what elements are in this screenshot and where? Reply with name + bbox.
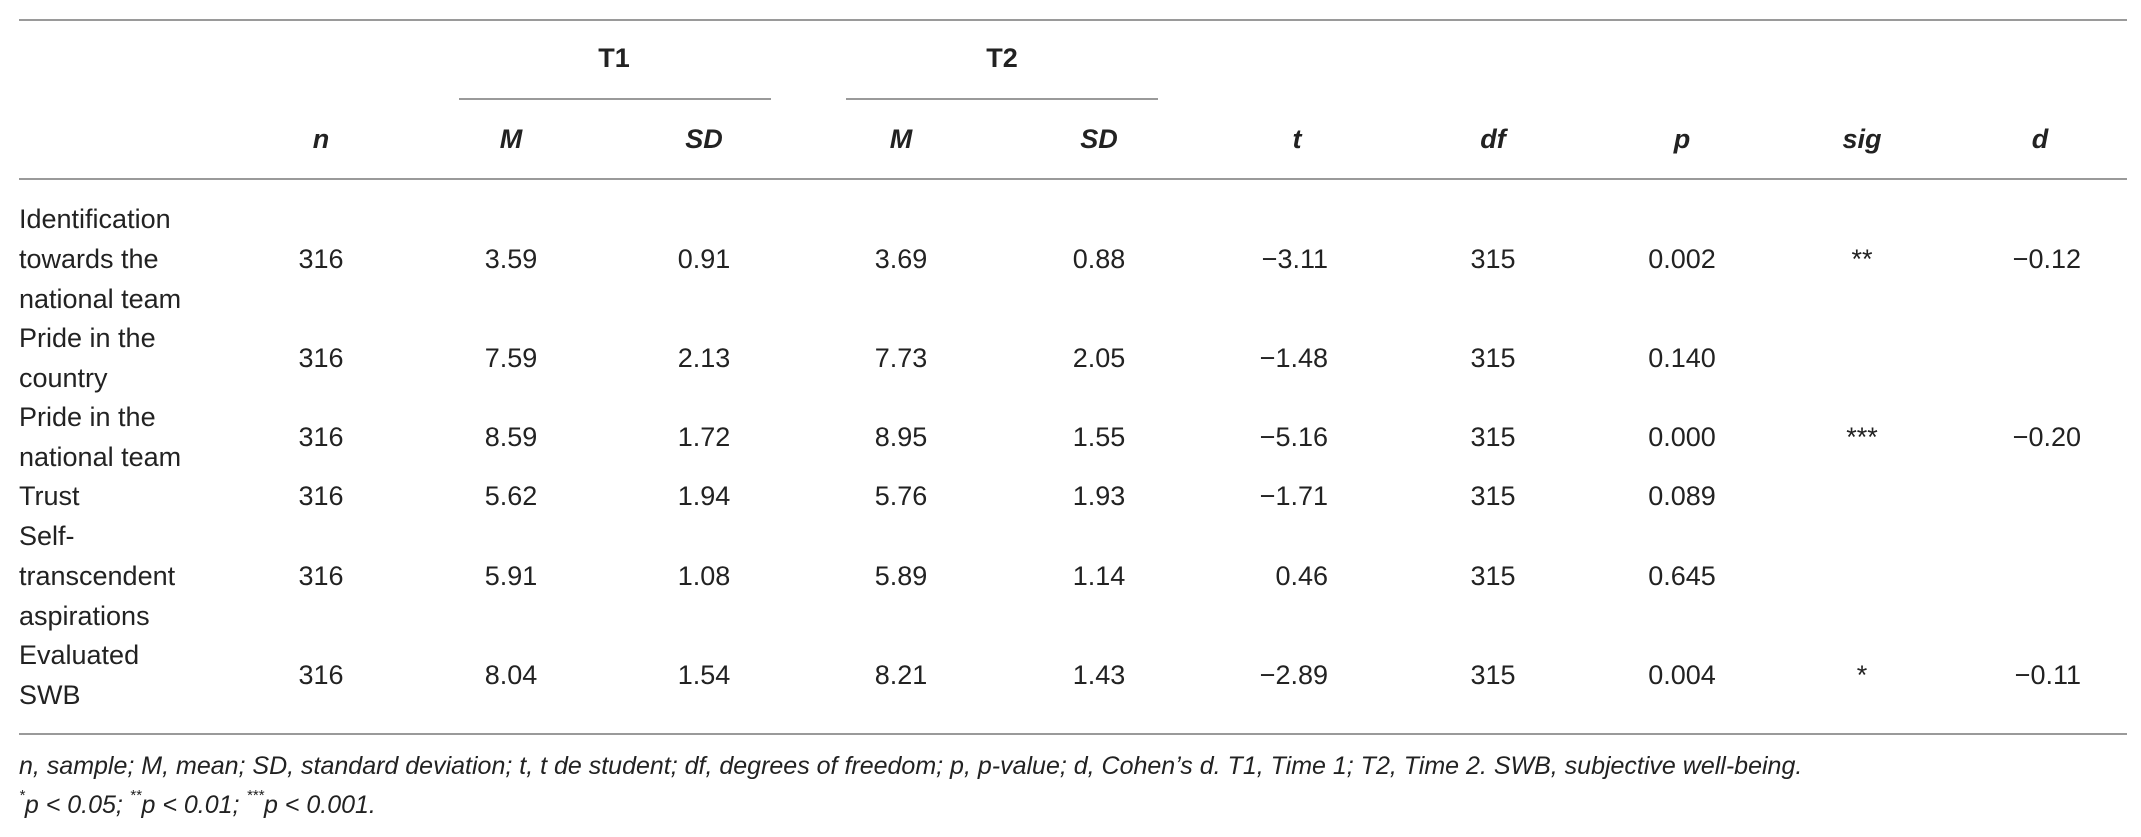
cell-t1-sd: 1.54 — [677, 660, 731, 690]
footnote-sig-text-2: p < 0.01; — [141, 791, 247, 819]
cell-t1-m: 7.59 — [484, 343, 538, 373]
row-label-line: Evaluated — [19, 640, 140, 670]
cell-n: 316 — [298, 561, 344, 591]
group-header-t1: T1 — [598, 43, 630, 73]
cell-p: 0.002 — [1648, 244, 1716, 274]
cell-t1-sd: 0.91 — [677, 244, 731, 274]
cell-t1-m: 3.59 — [484, 244, 538, 274]
row-label-line: transcendent — [19, 561, 176, 591]
row-label-line: national team — [19, 442, 182, 472]
cell-p: 0.000 — [1648, 422, 1716, 452]
col-header-t: t — [1292, 124, 1302, 154]
cell-t1-sd: 2.13 — [677, 343, 731, 373]
row-label-line: SWB — [19, 680, 81, 710]
cell-t: 0.46 — [1275, 561, 1328, 591]
cell-df: 315 — [1470, 660, 1516, 690]
cell-t: −1.71 — [1259, 481, 1328, 511]
footnote-sig-text-1: p < 0.05; — [24, 791, 130, 819]
cell-t1-sd: 1.94 — [677, 481, 731, 511]
row-label-line: towards the — [19, 244, 159, 274]
row-label-line: aspirations — [19, 601, 150, 631]
cell-t2-sd: 1.43 — [1072, 660, 1126, 690]
cell-n: 316 — [298, 343, 344, 373]
cell-t2-sd: 1.14 — [1072, 561, 1126, 591]
cell-df: 315 — [1470, 561, 1516, 591]
cell-sig: *** — [1846, 422, 1878, 452]
cell-t: −5.16 — [1259, 422, 1328, 452]
col-header-t1-sd: SD — [685, 124, 723, 154]
cell-t2-m: 3.69 — [874, 244, 928, 274]
cell-t2-m: 5.76 — [874, 481, 928, 511]
footnote-sig-text-3: p < 0.001. — [263, 791, 376, 819]
group-header-t2: T2 — [986, 43, 1018, 73]
t2-group-rule — [846, 98, 1158, 100]
top-rule — [19, 19, 2127, 21]
col-header-sig: sig — [1842, 124, 1882, 154]
cell-n: 316 — [298, 244, 344, 274]
row-label-line: Pride in the — [19, 402, 156, 432]
cell-t2-sd: 0.88 — [1072, 244, 1126, 274]
row-label-line: country — [19, 363, 108, 393]
cell-t2-sd: 2.05 — [1072, 343, 1126, 373]
cell-p: 0.140 — [1648, 343, 1716, 373]
col-header-df: df — [1480, 124, 1506, 154]
cell-df: 315 — [1470, 422, 1516, 452]
cell-t2-sd: 1.55 — [1072, 422, 1126, 452]
row-label-line: Pride in the — [19, 323, 156, 353]
row-label-line: Self- — [19, 521, 75, 551]
cell-t2-m: 8.95 — [874, 422, 928, 452]
cell-p: 0.645 — [1648, 561, 1716, 591]
cell-t: −3.11 — [1261, 244, 1328, 274]
cell-d: −0.12 — [2012, 244, 2081, 274]
table-bottom-rule — [19, 733, 2127, 735]
cell-p: 0.089 — [1648, 481, 1716, 511]
t1-group-rule — [459, 98, 771, 100]
cell-t2-sd: 1.93 — [1072, 481, 1126, 511]
cell-t2-m: 8.21 — [874, 660, 928, 690]
col-header-p: p — [1673, 124, 1691, 154]
cell-d: −0.11 — [2014, 660, 2081, 690]
col-header-d: d — [2031, 124, 2049, 154]
cell-t1-m: 5.91 — [484, 561, 538, 591]
footnote-significance: *p < 0.05; **p < 0.01; ***p < 0.001. — [19, 788, 376, 822]
cell-t1-m: 5.62 — [484, 481, 538, 511]
cell-t1-sd: 1.08 — [677, 561, 731, 591]
cell-df: 315 — [1470, 244, 1516, 274]
col-header-t2-m: M — [889, 124, 913, 154]
cell-t1-sd: 1.72 — [677, 422, 731, 452]
col-header-n: n — [312, 124, 330, 154]
cell-t: −1.48 — [1259, 343, 1328, 373]
cell-d: −0.20 — [2012, 422, 2081, 452]
col-header-t2-sd: SD — [1080, 124, 1118, 154]
col-header-t1-m: M — [499, 124, 523, 154]
cell-df: 315 — [1470, 343, 1516, 373]
cell-n: 316 — [298, 481, 344, 511]
cell-sig: ** — [1851, 244, 1873, 274]
cell-df: 315 — [1470, 481, 1516, 511]
row-label-line: Trust — [19, 481, 80, 511]
cell-n: 316 — [298, 422, 344, 452]
cell-t1-m: 8.59 — [484, 422, 538, 452]
header-bottom-rule — [19, 178, 2127, 180]
footnote-abbreviations: n, sample; M, mean; SD, standard deviati… — [19, 752, 1803, 780]
footnote-sig-marker-1: * — [19, 787, 25, 804]
footnote-sig-marker-3: *** — [246, 787, 264, 804]
cell-t2-m: 7.73 — [874, 343, 928, 373]
cell-n: 316 — [298, 660, 344, 690]
cell-t2-m: 5.89 — [874, 561, 928, 591]
cell-t1-m: 8.04 — [484, 660, 538, 690]
cell-sig: * — [1856, 660, 1868, 690]
footnote-sig-marker-2: ** — [129, 787, 142, 804]
cell-t: −2.89 — [1259, 660, 1328, 690]
cell-p: 0.004 — [1648, 660, 1716, 690]
row-label-line: Identification — [19, 204, 171, 234]
row-label-line: national team — [19, 284, 182, 314]
